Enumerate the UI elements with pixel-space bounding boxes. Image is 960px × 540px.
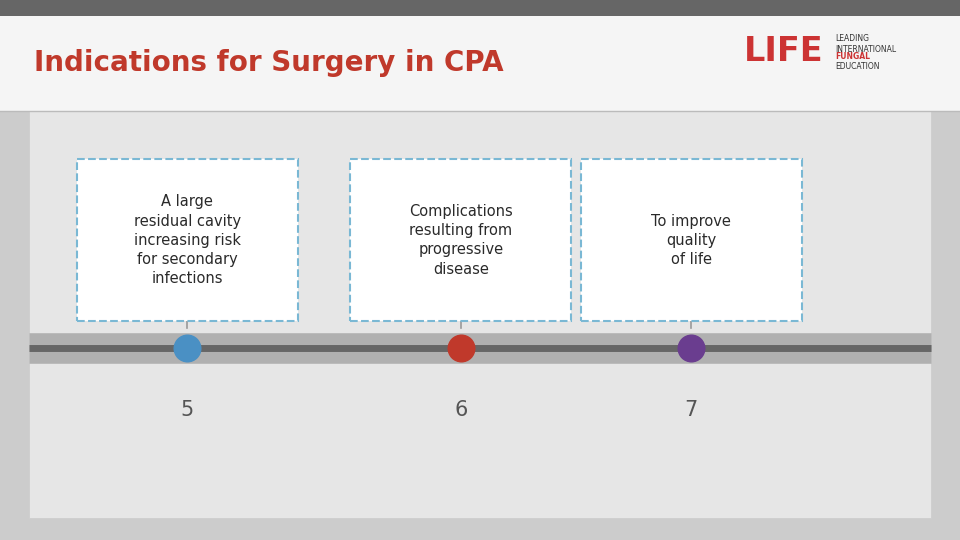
Text: 5: 5 <box>180 400 194 421</box>
Text: LIFE: LIFE <box>744 35 824 68</box>
Point <box>453 344 468 353</box>
Text: EDUCATION: EDUCATION <box>835 62 879 71</box>
FancyBboxPatch shape <box>0 0 960 16</box>
Text: A large
residual cavity
increasing risk
for secondary
infections: A large residual cavity increasing risk … <box>133 194 241 286</box>
Text: 7: 7 <box>684 400 698 421</box>
Point <box>684 344 699 353</box>
Text: Complications
resulting from
progressive
disease: Complications resulting from progressive… <box>409 204 513 276</box>
FancyBboxPatch shape <box>581 159 802 321</box>
Point <box>180 344 195 353</box>
FancyBboxPatch shape <box>29 100 931 518</box>
Text: LEADING
INTERNATIONAL: LEADING INTERNATIONAL <box>835 34 897 55</box>
FancyBboxPatch shape <box>77 159 298 321</box>
FancyBboxPatch shape <box>0 16 960 111</box>
FancyBboxPatch shape <box>350 159 571 321</box>
Text: Indications for Surgery in CPA: Indications for Surgery in CPA <box>34 50 503 77</box>
Text: To improve
quality
of life: To improve quality of life <box>651 214 732 267</box>
Text: FUNGAL: FUNGAL <box>835 52 870 61</box>
Text: 6: 6 <box>454 400 468 421</box>
